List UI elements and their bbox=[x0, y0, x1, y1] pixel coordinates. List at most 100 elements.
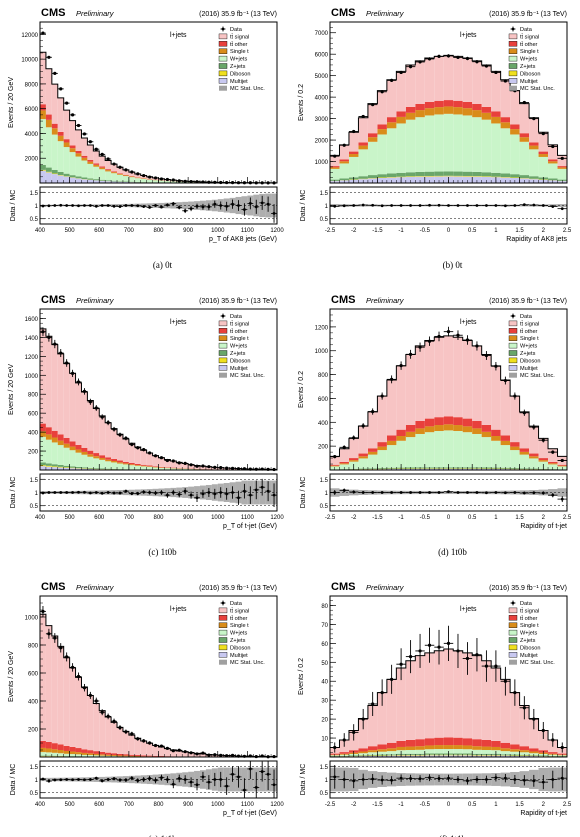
xtick-label-0: 400 bbox=[35, 228, 46, 234]
channel-label: l+jets bbox=[460, 606, 477, 613]
bar-w-jets-10 bbox=[99, 755, 106, 757]
bar-tt-other-13 bbox=[117, 460, 123, 463]
bar-w-jets-18 bbox=[500, 445, 511, 468]
data-point-7 bbox=[396, 361, 406, 370]
legend-item-6: Diboson bbox=[508, 644, 541, 651]
legend-item-7: Multijet bbox=[218, 365, 248, 372]
bar-tt-other-16 bbox=[481, 739, 492, 747]
bar-single-t-6 bbox=[386, 440, 397, 446]
unc-band-35 bbox=[247, 767, 254, 792]
legend-label-6: Diboson bbox=[520, 358, 541, 364]
data-point-2 bbox=[348, 724, 359, 741]
ratio-point-20 bbox=[519, 203, 530, 207]
bar-tt-signal-18 bbox=[146, 743, 153, 756]
bar-w-jets-13 bbox=[453, 431, 463, 468]
ratio-point-31 bbox=[223, 201, 230, 211]
data-point-14 bbox=[462, 56, 473, 61]
bar-single-t-13 bbox=[453, 745, 463, 750]
data-point-4 bbox=[367, 103, 378, 107]
bar-tt-signal-13 bbox=[453, 650, 463, 738]
bar-tt-other-12 bbox=[111, 458, 118, 462]
ratio-point-18 bbox=[500, 204, 511, 208]
bar-tt-signal-14 bbox=[462, 57, 473, 102]
bar-tt-other-16 bbox=[481, 424, 492, 432]
bar-single-t-9 bbox=[415, 428, 425, 434]
data-point-23 bbox=[176, 748, 183, 752]
legend-item-5: Z+jets bbox=[508, 63, 536, 70]
bar-z-jets-16 bbox=[481, 172, 492, 177]
bar-w-jets-4 bbox=[367, 141, 378, 176]
ratio-point-22 bbox=[170, 201, 177, 206]
bar-tt-other-17 bbox=[140, 755, 147, 757]
ytick-label-3: 800 bbox=[28, 644, 39, 650]
ratio-point-25 bbox=[188, 491, 195, 499]
legend-label-6: Diboson bbox=[230, 645, 251, 651]
bar-tt-signal-7 bbox=[396, 365, 406, 430]
bar-tt-other-11 bbox=[434, 100, 444, 108]
ratio-point-18 bbox=[500, 491, 511, 495]
bar-single-t-9 bbox=[415, 110, 425, 118]
bar-tt-other-24 bbox=[557, 166, 567, 168]
bar-tt-signal-9 bbox=[415, 60, 425, 104]
bar-tt-other-16 bbox=[134, 755, 141, 757]
ratio-point-3 bbox=[57, 203, 64, 207]
y-axis-label: Events / 20 GeV bbox=[8, 651, 15, 702]
legend-item-5: Z+jets bbox=[218, 637, 246, 644]
ratio-point-7 bbox=[81, 778, 88, 782]
ytick-label-6: 1400 bbox=[25, 336, 39, 342]
bar-multijet-13 bbox=[117, 181, 123, 183]
bar-tt-signal-14 bbox=[122, 731, 129, 755]
bar-single-t-0 bbox=[330, 465, 340, 467]
legend-label-5: Z+jets bbox=[520, 64, 536, 70]
ratio-point-14 bbox=[122, 778, 129, 782]
legend-label-1: tt̄ signal bbox=[230, 608, 249, 615]
ratio-point-23 bbox=[176, 774, 183, 783]
lumi-label: (2016) 35.9 fb⁻¹ (13 TeV) bbox=[489, 585, 567, 592]
bar-tt-signal-21 bbox=[529, 117, 539, 143]
bar-tt-other-18 bbox=[500, 435, 511, 441]
xtick-label-6: 0.5 bbox=[468, 228, 477, 234]
ratio-point-17 bbox=[491, 773, 501, 782]
legend-item-6: Diboson bbox=[218, 357, 251, 364]
ratio-point-1 bbox=[339, 204, 349, 208]
bar-w-jets-15 bbox=[472, 749, 482, 754]
legend-label-4: W+jets bbox=[520, 631, 537, 637]
ytick-label-1: 400 bbox=[318, 421, 329, 427]
legend-item-6: Diboson bbox=[508, 70, 541, 77]
ratio-point-23 bbox=[548, 492, 558, 498]
bar-single-t-15 bbox=[472, 746, 482, 750]
ytick-label-5: 60 bbox=[321, 642, 328, 648]
bar-tt-other-10 bbox=[99, 751, 106, 755]
bar-single-t-17 bbox=[140, 465, 147, 467]
bar-z-jets-13 bbox=[117, 181, 123, 182]
bar-z-jets-8 bbox=[405, 172, 416, 177]
bar-tt-signal-22 bbox=[538, 438, 549, 459]
cms-label: CMS bbox=[41, 581, 65, 593]
bar-single-t-11 bbox=[434, 107, 444, 115]
ratio-point-23 bbox=[176, 205, 183, 210]
bar-tt-signal-5 bbox=[69, 373, 76, 442]
bar-w-jets-22 bbox=[538, 156, 549, 178]
ytick-label-4: 5000 bbox=[315, 74, 329, 80]
data-point-8 bbox=[405, 349, 416, 359]
bar-single-t-8 bbox=[405, 746, 416, 750]
bar-single-t-7 bbox=[81, 451, 88, 455]
xtick-label-6: 0.5 bbox=[468, 802, 477, 808]
xtick-label-2: -1.5 bbox=[372, 802, 383, 808]
xtick-label-4: -0.5 bbox=[420, 802, 431, 808]
xtick-label-8: 1.5 bbox=[515, 515, 524, 521]
data-point-9 bbox=[415, 60, 425, 64]
bar-tt-other-9 bbox=[93, 453, 100, 457]
bar-single-t-12 bbox=[443, 424, 454, 431]
data-point-9 bbox=[93, 697, 100, 705]
bar-w-jets-1 bbox=[339, 163, 349, 179]
bar-w-jets-10 bbox=[424, 749, 435, 754]
bar-tt-other-8 bbox=[405, 106, 416, 113]
ratio-point-8 bbox=[405, 204, 416, 207]
data-point-8 bbox=[87, 398, 94, 405]
bar-single-t-12 bbox=[443, 106, 454, 114]
bar-multijet-14 bbox=[462, 176, 473, 183]
xtick-label-5: 900 bbox=[183, 802, 194, 808]
ratio-point-10 bbox=[424, 491, 435, 494]
